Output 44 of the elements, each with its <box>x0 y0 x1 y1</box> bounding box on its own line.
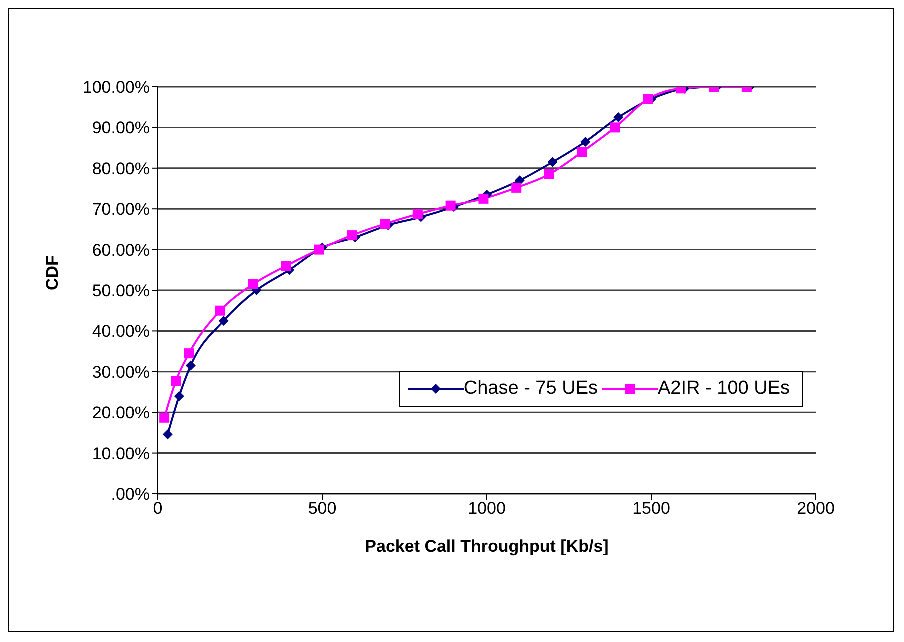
point <box>512 182 522 193</box>
y-axis-title: CDF <box>43 256 62 290</box>
point <box>380 219 390 230</box>
point <box>577 147 588 158</box>
legend-label: A2IR - 100 UEs <box>658 378 790 400</box>
point <box>186 360 196 371</box>
x-tick-label: 0 <box>153 499 163 518</box>
point <box>610 122 620 133</box>
y-tick-label: 30.00% <box>92 362 150 382</box>
point <box>347 230 358 241</box>
y-tick-label: .00% <box>111 485 150 504</box>
y-tick-label: 70.00% <box>92 200 150 220</box>
y-tick-label: 40.00% <box>92 322 150 342</box>
x-tick-label: 1000 <box>468 499 506 518</box>
x-tick-label: 500 <box>308 499 337 518</box>
point <box>174 391 184 402</box>
y-tick-label: 10.00% <box>92 444 150 464</box>
point <box>412 209 423 220</box>
point <box>544 170 555 180</box>
y-tick-label: 60.00% <box>92 240 150 260</box>
x-tick-label: 2000 <box>797 499 835 518</box>
point <box>218 316 229 326</box>
x-tick-label: 1500 <box>632 499 670 518</box>
y-tick-label: 20.00% <box>92 404 150 423</box>
point <box>184 348 194 359</box>
point <box>248 279 258 290</box>
y-tick-label: 90.00% <box>92 118 150 138</box>
y-tick-label: 50.00% <box>92 282 150 301</box>
point <box>548 157 558 168</box>
y-tick-label: 100.00% <box>82 78 150 98</box>
x-axis-title: Packet Call Throughput [Kb/s] <box>365 537 609 556</box>
point <box>614 112 624 123</box>
point <box>281 261 292 272</box>
point <box>314 244 324 255</box>
legend-label: Chase - 75 UEs <box>464 378 598 400</box>
point <box>643 94 654 104</box>
point <box>171 376 182 386</box>
point <box>216 306 226 316</box>
point <box>580 136 591 147</box>
y-tick-label: 80.00% <box>92 159 150 178</box>
point <box>478 194 489 204</box>
point <box>162 430 173 440</box>
point <box>160 412 170 423</box>
point <box>446 200 456 211</box>
